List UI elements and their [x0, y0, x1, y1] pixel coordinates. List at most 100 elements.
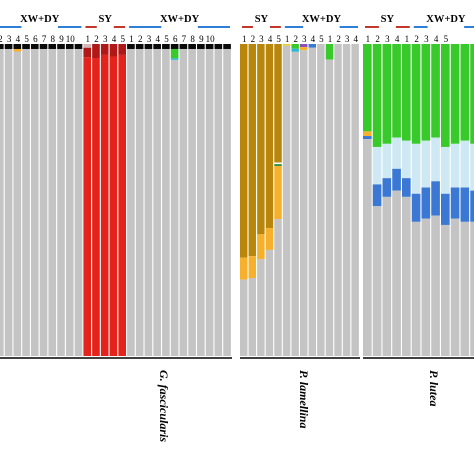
bar-segment — [223, 44, 231, 49]
bar-segment — [431, 216, 440, 356]
bar-segment — [283, 44, 290, 46]
bar-segment — [188, 49, 196, 356]
tick-label: 2 — [336, 34, 341, 44]
tick-label: 4 — [112, 34, 117, 44]
bar-segment — [171, 58, 179, 60]
bar-segment — [206, 49, 214, 356]
tick-label: 1 — [328, 34, 333, 44]
bar-segment — [257, 259, 264, 356]
bar-segment — [274, 219, 281, 356]
bar-segment — [162, 44, 170, 49]
bar-segment — [257, 234, 264, 259]
bar-segment — [153, 44, 161, 49]
group-label: XW+DY — [160, 14, 200, 25]
bar-segment — [31, 49, 39, 356]
bar-segment — [13, 49, 21, 52]
bar-segment — [101, 44, 109, 55]
tick-label: 6 — [173, 34, 178, 44]
tick-label: 6 — [33, 34, 38, 44]
bar-segment — [363, 44, 372, 131]
tick-label: 3 — [302, 34, 307, 44]
bar-segment — [373, 206, 382, 356]
bar-segment — [40, 49, 48, 356]
group-label: XW+DY — [426, 14, 466, 25]
bar-segment — [441, 44, 450, 147]
bar-segment — [197, 49, 205, 356]
bar-segment — [136, 49, 144, 356]
bar-segment — [461, 44, 470, 141]
bar-segment — [402, 178, 411, 197]
tick-label: 5 — [24, 34, 29, 44]
tick-label: 1 — [129, 34, 134, 44]
tick-label: 4 — [311, 34, 316, 44]
tick-label: 2 — [94, 34, 99, 44]
tick-label: 2 — [414, 34, 419, 44]
tick-label: 3 — [7, 34, 12, 44]
bar-segment — [118, 44, 126, 55]
tick-label: 5 — [164, 34, 169, 44]
bar-segment — [317, 44, 324, 356]
group-label: SY — [381, 14, 395, 25]
tick-label: 2 — [0, 34, 3, 44]
bar-segment — [13, 44, 21, 49]
bar-segment — [171, 49, 179, 58]
bar-segment — [431, 44, 440, 138]
bar-segment — [461, 222, 470, 356]
bar-segment — [136, 44, 144, 49]
bar-segment — [291, 52, 298, 356]
bar-segment — [300, 44, 307, 47]
group-label: SY — [99, 14, 113, 25]
bar-segment — [373, 44, 382, 147]
tick-label: 3 — [424, 34, 429, 44]
bar-segment — [470, 144, 474, 191]
bar-segment — [5, 49, 13, 356]
bar-segment — [461, 141, 470, 188]
bar-segment — [274, 163, 281, 165]
bar-segment — [412, 144, 421, 194]
bar-segment — [422, 219, 431, 356]
bar-segment — [266, 250, 273, 356]
bar-segment — [274, 44, 281, 163]
bar-segment — [309, 44, 316, 48]
tick-label: 9 — [199, 34, 204, 44]
tick-label: 1 — [86, 34, 91, 44]
bar-segment — [383, 44, 392, 144]
bar-segment — [451, 44, 460, 144]
bar-segment — [412, 44, 421, 144]
bar-segment — [66, 49, 74, 356]
bar-segment — [431, 181, 440, 215]
bar-segment — [162, 49, 170, 356]
group-label: SY — [255, 14, 269, 25]
bar-segment — [422, 188, 431, 219]
bar-segment — [373, 147, 382, 184]
tick-label: 8 — [51, 34, 56, 44]
species-label: P. lamellina — [297, 370, 311, 428]
bar-segment — [392, 169, 401, 191]
bar-segment — [75, 49, 83, 356]
bar-segment — [363, 131, 372, 136]
tick-label: 4 — [353, 34, 358, 44]
bar-segment — [383, 144, 392, 178]
tick-label: 5 — [276, 34, 281, 44]
bar-segment — [470, 191, 474, 222]
bar-segment — [266, 228, 273, 250]
group-label: XW+DY — [302, 14, 342, 25]
bar-segment — [101, 55, 109, 356]
bar-segment — [57, 49, 65, 356]
bar-segment — [283, 46, 290, 356]
tick-label: 3 — [345, 34, 350, 44]
bar-segment — [118, 55, 126, 356]
bar-segment — [83, 57, 91, 356]
tick-label: 3 — [259, 34, 264, 44]
bar-segment — [363, 136, 372, 139]
bar-segment — [392, 191, 401, 356]
bar-segment — [66, 44, 74, 49]
bar-segment — [240, 44, 247, 258]
bar-segment — [334, 44, 341, 356]
bar-segment — [110, 44, 118, 56]
bar-segment — [22, 49, 30, 356]
species-label: P. lutea — [427, 370, 441, 406]
tick-label: 1 — [366, 34, 371, 44]
bar-segment — [13, 51, 21, 356]
bar-segment — [441, 225, 450, 356]
